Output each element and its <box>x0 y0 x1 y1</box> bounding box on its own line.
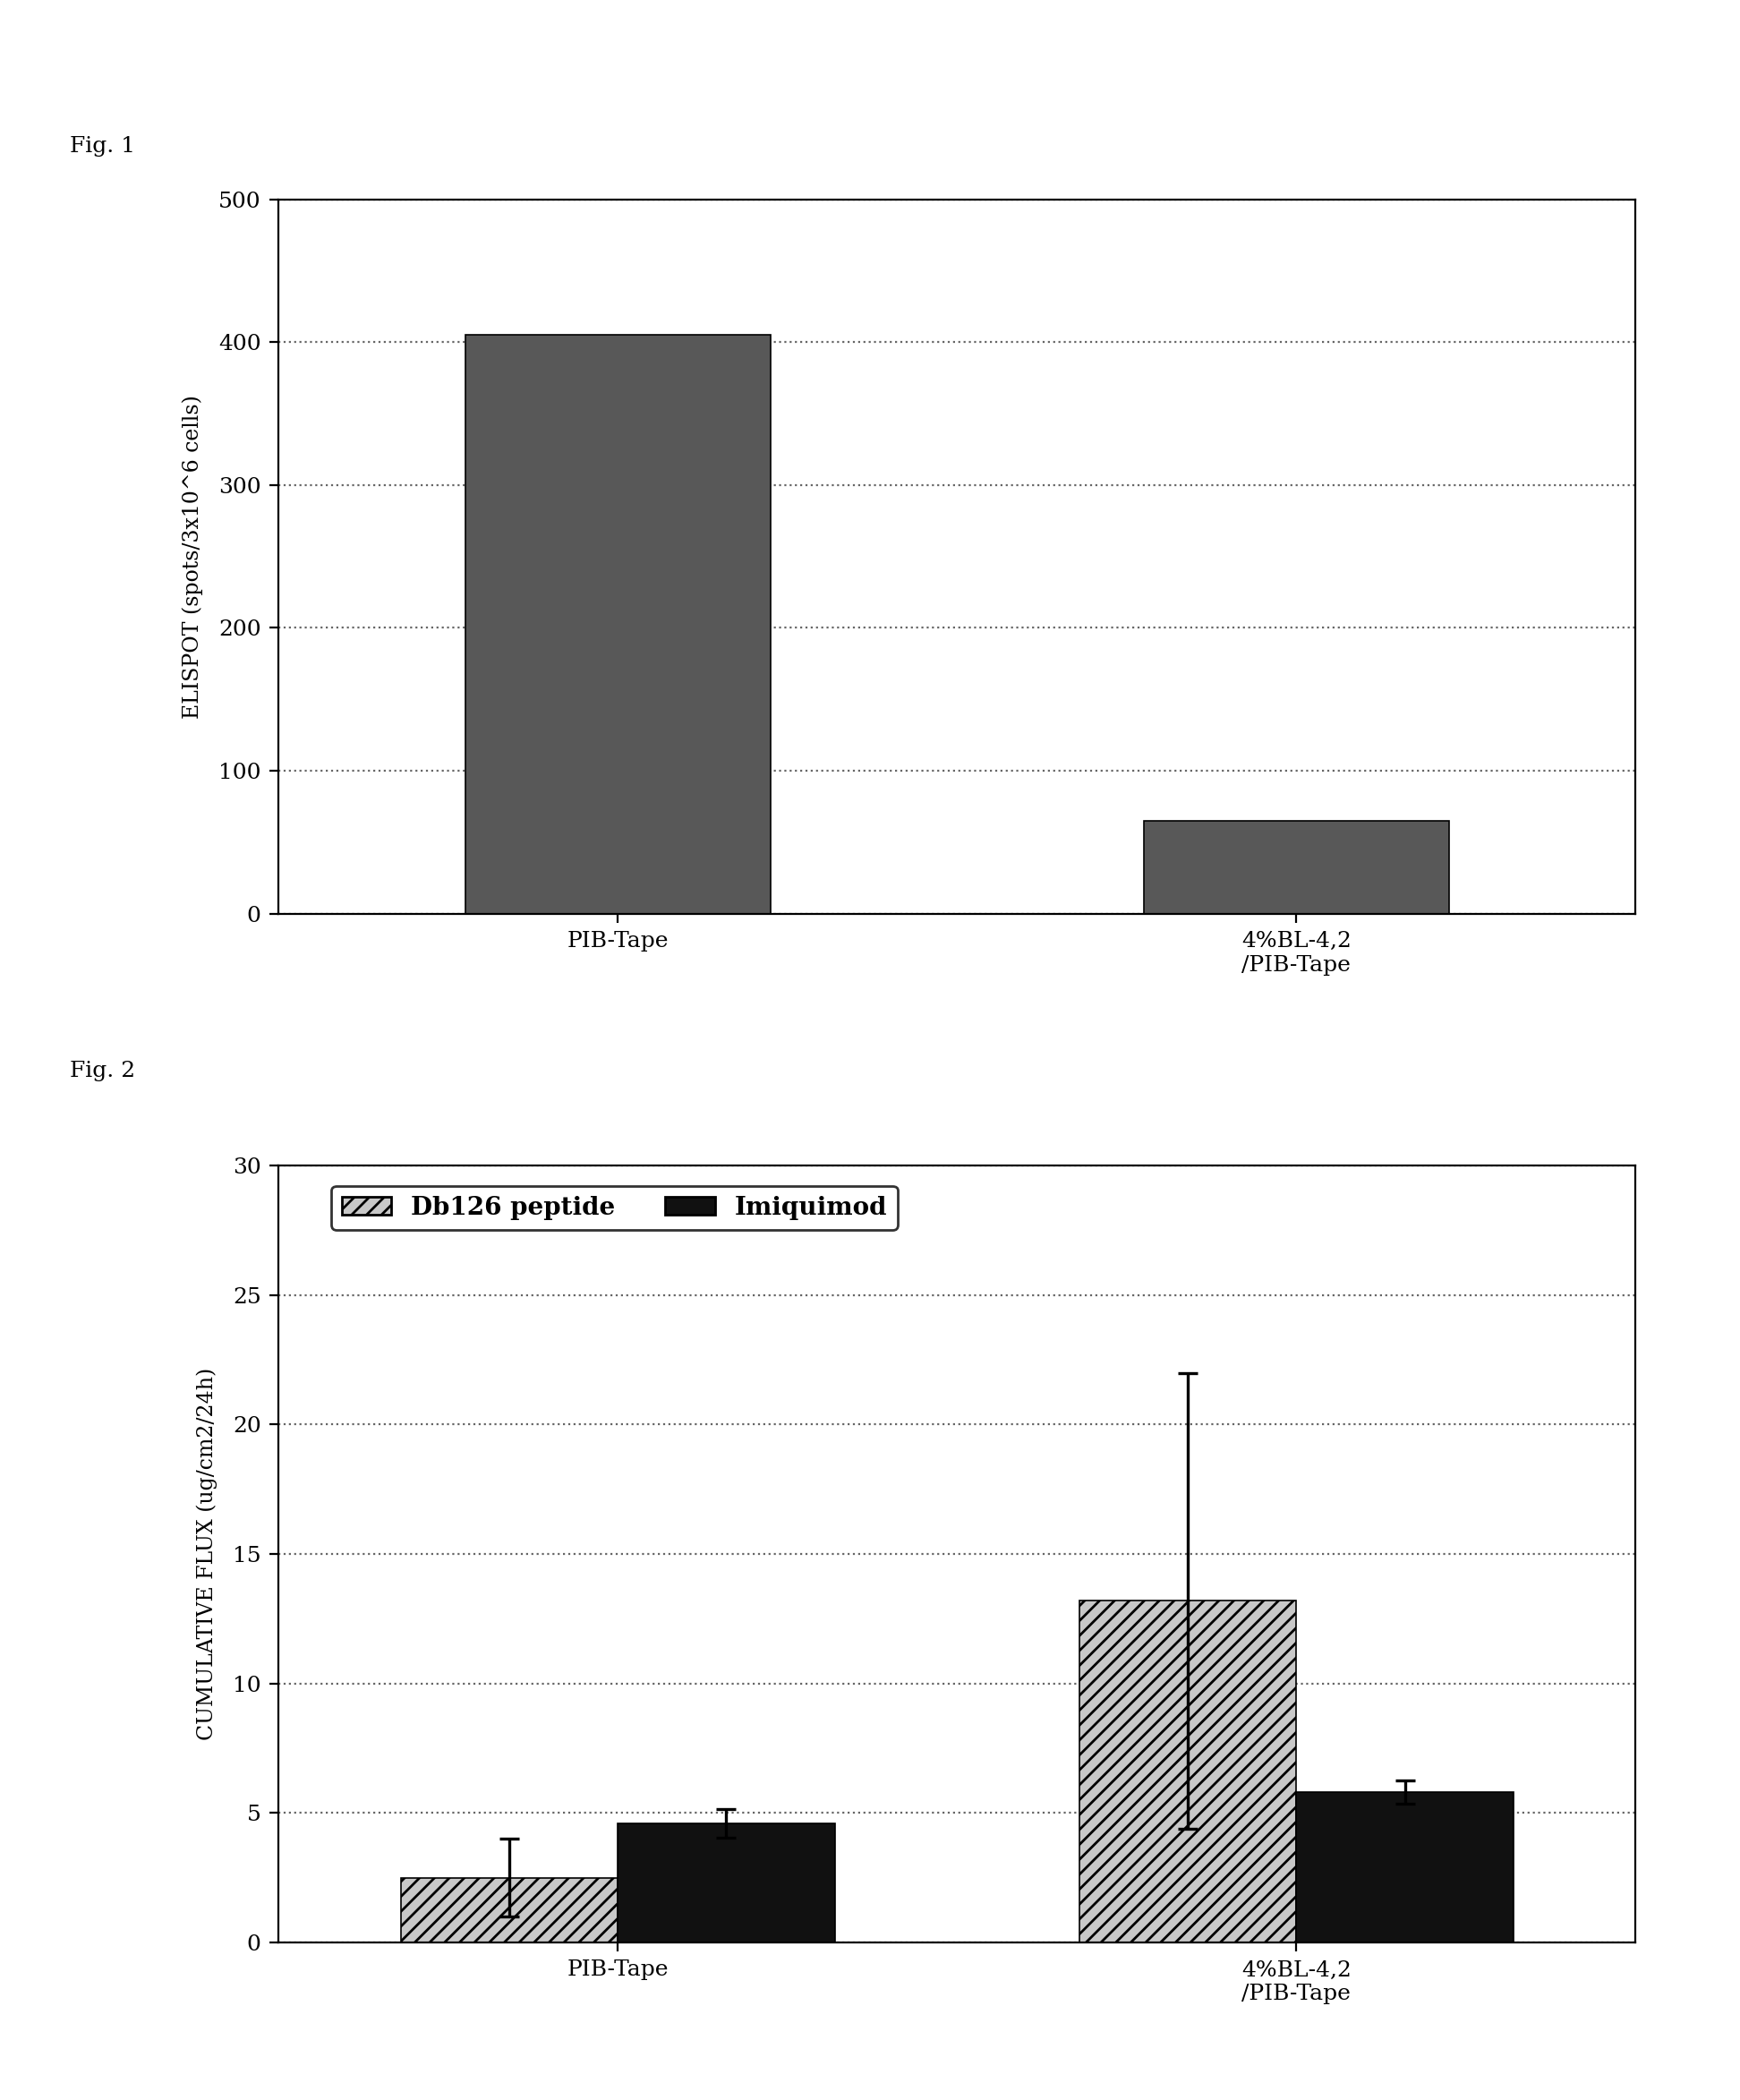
Y-axis label: CUMULATIVE FLUX (ug/cm2/24h): CUMULATIVE FLUX (ug/cm2/24h) <box>197 1367 218 1741</box>
Bar <box>465 336 771 914</box>
Text: Fig. 2: Fig. 2 <box>70 1060 136 1082</box>
Text: Fig. 1: Fig. 1 <box>70 136 136 157</box>
Bar <box>618 1823 835 1942</box>
Bar <box>1143 821 1449 914</box>
Bar <box>400 1877 618 1942</box>
Bar <box>1079 1600 1296 1942</box>
Legend: Db126 peptide, Imiquimod: Db126 peptide, Imiquimod <box>332 1186 898 1231</box>
Bar <box>1296 1791 1514 1942</box>
Y-axis label: ELISPOT (spots/3x10^6 cells): ELISPOT (spots/3x10^6 cells) <box>183 395 204 718</box>
